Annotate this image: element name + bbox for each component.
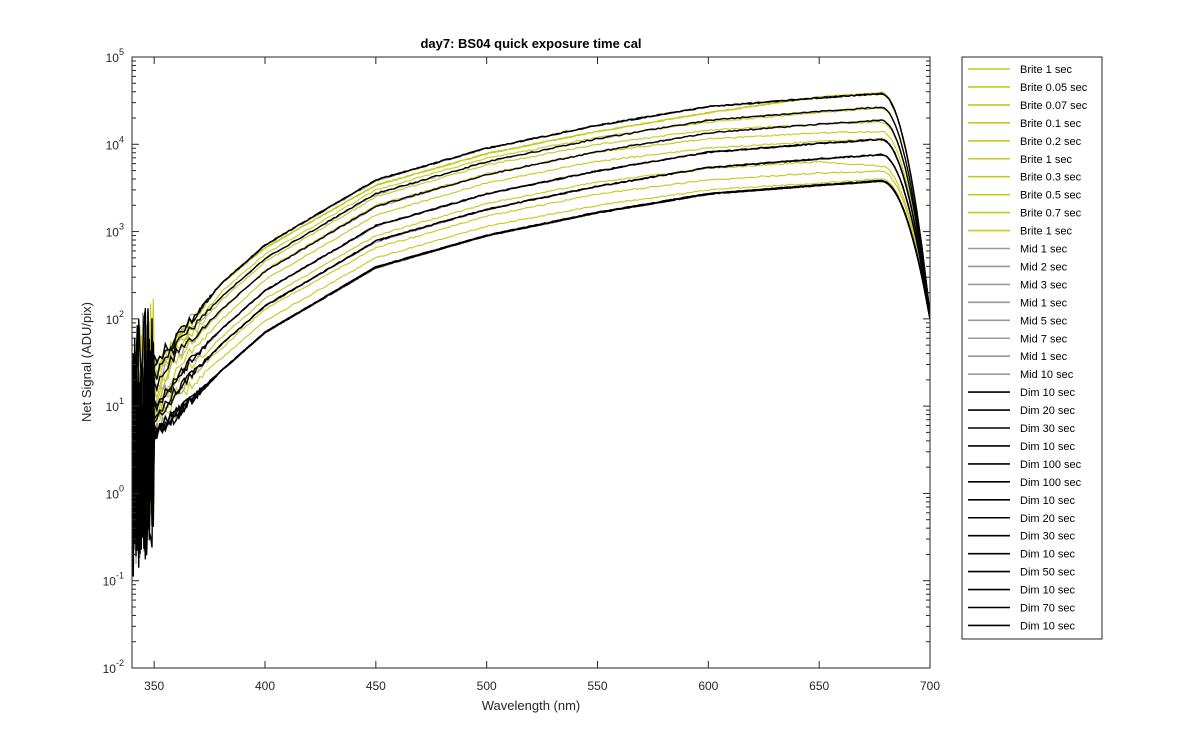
series-line — [132, 170, 930, 551]
y-tick-label: 10-1 — [103, 571, 124, 589]
legend-label: Brite 0.7 sec — [1020, 208, 1082, 220]
legend-label: Brite 0.5 sec — [1020, 190, 1082, 202]
x-tick-label: 550 — [587, 679, 607, 693]
legend-label: Dim 50 sec — [1020, 567, 1076, 579]
legend-label: Dim 20 sec — [1020, 405, 1076, 417]
x-tick-label: 450 — [366, 679, 386, 693]
series-line — [132, 107, 930, 518]
legend-label: Mid 10 sec — [1020, 369, 1074, 381]
legend-label: Dim 10 sec — [1020, 620, 1076, 632]
series-line — [132, 178, 930, 538]
legend-label: Brite 0.07 sec — [1020, 100, 1088, 112]
y-tick-exponent: -1 — [116, 571, 124, 581]
series-line — [132, 137, 930, 537]
y-tick-label: 103 — [106, 222, 124, 240]
series-line — [132, 92, 930, 493]
series-line — [132, 154, 930, 538]
y-tick-label: 101 — [106, 396, 124, 414]
x-tick-label: 400 — [255, 679, 275, 693]
legend-label: Brite 0.1 sec — [1020, 118, 1082, 130]
legend-label: Dim 30 sec — [1020, 531, 1076, 543]
legend-label: Dim 100 sec — [1020, 477, 1082, 489]
series-line — [132, 106, 930, 497]
legend-label: Mid 7 sec — [1020, 333, 1068, 345]
legend-label: Brite 0.3 sec — [1020, 172, 1082, 184]
legend-label: Dim 10 sec — [1020, 585, 1076, 597]
y-tick-label: 102 — [106, 309, 124, 327]
legend-box — [961, 56, 1103, 640]
x-tick-label: 350 — [144, 679, 164, 693]
y-tick-exponent: 3 — [119, 222, 124, 232]
legend-label: Dim 100 sec — [1020, 459, 1082, 471]
plot-frame — [131, 56, 931, 669]
legend-label: Mid 1 sec — [1020, 351, 1068, 363]
legend-label: Mid 3 sec — [1020, 279, 1068, 291]
series-line — [132, 160, 930, 531]
y-tick-base: 10 — [106, 51, 120, 65]
y-tick-exponent: 1 — [119, 396, 124, 406]
legend-label: Dim 70 sec — [1020, 603, 1076, 615]
y-tick-exponent: 0 — [119, 483, 124, 493]
y-axis-label: Net Signal (ADU/pix) — [79, 302, 94, 422]
legend-label: Brite 1 sec — [1020, 154, 1072, 166]
y-tick-exponent: -2 — [116, 658, 124, 668]
legend-label: Dim 10 sec — [1020, 549, 1076, 561]
legend-label: Dim 10 sec — [1020, 495, 1076, 507]
x-axis-label: Wavelength (nm) — [482, 698, 581, 713]
series-line — [132, 179, 930, 554]
y-tick-label: 104 — [106, 134, 124, 152]
legend-label: Dim 10 sec — [1020, 441, 1076, 453]
y-tick-label: 100 — [106, 483, 124, 501]
legend-label: Mid 1 sec — [1020, 244, 1068, 256]
y-tick-base: 10 — [103, 575, 117, 589]
y-tick-base: 10 — [106, 400, 120, 414]
legend: Brite 1 sec Brite 0.05 sec Brite 0.07 sec B… — [961, 56, 1103, 640]
legend-label: Mid 1 sec — [1020, 297, 1068, 309]
plot-area — [131, 56, 931, 669]
series-line — [132, 119, 930, 514]
y-tick-exponent: 4 — [119, 134, 124, 144]
legend-label: Brite 1 sec — [1020, 226, 1072, 238]
y-tick-label: 10-2 — [103, 658, 124, 676]
y-tick-exponent: 5 — [119, 47, 124, 57]
legend-label: Mid 2 sec — [1020, 261, 1068, 273]
y-tick-base: 10 — [103, 662, 117, 676]
legend-label: Brite 0.05 sec — [1020, 82, 1088, 94]
x-tick-label: 700 — [920, 679, 940, 693]
y-tick-base: 10 — [106, 487, 120, 501]
x-tick-label: 600 — [698, 679, 718, 693]
legend-label: Brite 0.2 sec — [1020, 136, 1082, 148]
legend-label: Dim 20 sec — [1020, 513, 1076, 525]
legend-label: Dim 30 sec — [1020, 423, 1076, 435]
y-tick-exponent: 2 — [119, 309, 124, 319]
x-tick-label: 650 — [809, 679, 829, 693]
series-line — [132, 138, 930, 542]
legend-label: Mid 5 sec — [1020, 315, 1068, 327]
chart-title: day7: BS04 quick exposure time cal — [420, 36, 641, 51]
legend-label: Dim 10 sec — [1020, 387, 1076, 399]
y-tick-base: 10 — [106, 313, 120, 327]
x-axis: 350 400 450 500 550 600 650 700 — [144, 57, 940, 693]
y-tick-label: 105 — [106, 47, 124, 65]
legend-label: Brite 1 sec — [1020, 64, 1072, 76]
y-tick-base: 10 — [106, 138, 120, 152]
x-tick-label: 500 — [477, 679, 497, 693]
y-tick-base: 10 — [106, 226, 120, 240]
